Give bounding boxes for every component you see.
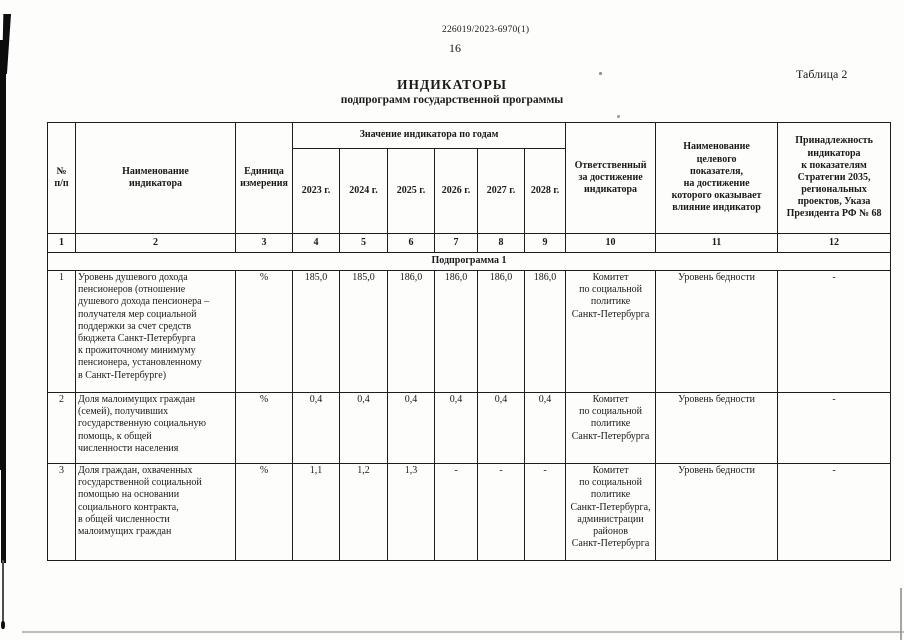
header-year-2023: 2023 г.: [292, 148, 340, 234]
row-number-cell: 2: [47, 392, 76, 464]
row-number-cell: 3: [47, 463, 76, 561]
header-year-2024: 2024 г.: [339, 148, 388, 234]
year-value-cell: 186,0: [477, 270, 525, 393]
year-value-cell: 186,0: [523, 270, 567, 393]
header-affiliation: Принадлежность индикатора к показателям …: [777, 122, 892, 234]
scan-page-bottom-edge: [22, 631, 904, 633]
document-subtitle: подпрограмм государственной программы: [340, 94, 564, 106]
header-year-2026: 2026 г.: [434, 148, 478, 234]
indicators-table: № п/п Наименование индикатора Единица из…: [46, 122, 892, 561]
unit-cell: %: [235, 463, 293, 561]
indicator-name-cell: Уровень душевого дохода пенсионеров (отн…: [75, 270, 236, 393]
affiliation-cell: -: [777, 270, 892, 393]
responsible-cell: Комитет по социальной политике Санкт-Пет…: [565, 463, 657, 561]
affiliation-cell: -: [777, 392, 892, 464]
year-value-cell: -: [477, 463, 525, 561]
column-number: 10: [565, 233, 657, 253]
unit-cell: %: [235, 270, 293, 393]
column-number: 2: [75, 233, 236, 253]
table-row: 3 Доля граждан, охваченных государственн…: [47, 463, 892, 561]
column-number: 8: [477, 233, 525, 253]
column-number: 4: [292, 233, 340, 253]
affiliation-cell: -: [777, 463, 892, 561]
header-unit: Единица измерения: [235, 122, 293, 234]
document-title: ИНДИКАТОРЫ: [397, 77, 507, 92]
column-number: 3: [235, 233, 293, 253]
row-number-cell: 1: [47, 270, 76, 393]
scan-page-right-edge: [900, 588, 902, 640]
year-value-cell: 0,4: [434, 392, 478, 464]
scan-speck: [617, 115, 620, 118]
header-num: № п/п: [47, 122, 76, 234]
document-number: 226019/2023-6970(1): [442, 25, 530, 35]
year-value-cell: 0,4: [292, 392, 340, 464]
scan-artifact-left-line: [2, 14, 11, 74]
indicator-name-cell: Доля граждан, охваченных государственной…: [75, 463, 236, 561]
column-number: 7: [434, 233, 478, 253]
target-indicator-cell: Уровень бедности: [655, 463, 779, 561]
year-value-cell: -: [434, 463, 478, 561]
scan-speck: [599, 72, 602, 75]
year-value-cell: 0,4: [387, 392, 435, 464]
column-number: 9: [523, 233, 567, 253]
indicator-name-cell: Доля малоимущих граждан (семей), получив…: [75, 392, 236, 464]
section-title: Подпрограмма 1: [46, 252, 892, 271]
header-year-2027: 2027 г.: [477, 148, 525, 234]
table-row: 2 Доля малоимущих граждан (семей), получ…: [47, 392, 892, 464]
year-value-cell: 0,4: [339, 392, 388, 464]
year-value-cell: 186,0: [434, 270, 478, 393]
header-indicator-name: Наименование индикатора: [75, 122, 236, 234]
header-responsible: Ответственный за достижение индикатора: [565, 122, 657, 234]
unit-cell: %: [235, 392, 293, 464]
header-years-group: Значение индикатора по годам: [291, 122, 567, 149]
column-number: 12: [777, 233, 892, 253]
year-value-cell: 0,4: [523, 392, 567, 464]
scan-artifact-left-line: [2, 560, 4, 624]
scan-artifact-left-line: [1, 468, 6, 563]
year-value-cell: 0,4: [477, 392, 525, 464]
year-value-cell: 1,3: [387, 463, 435, 561]
responsible-cell: Комитет по социальной политике Санкт-Пет…: [565, 392, 657, 464]
table-row: 1 Уровень душевого дохода пенсионеров (о…: [47, 270, 892, 393]
header-row-years: 2023 г. 2024 г. 2025 г. 2026 г. 2027 г. …: [48, 148, 891, 234]
responsible-cell: Комитет по социальной политике Санкт-Пет…: [565, 270, 657, 393]
column-number: 5: [339, 233, 388, 253]
year-value-cell: 185,0: [292, 270, 340, 393]
column-number: 11: [655, 233, 779, 253]
year-value-cell: 186,0: [387, 270, 435, 393]
header-year-2025: 2025 г.: [387, 148, 435, 234]
year-value-cell: 1,2: [339, 463, 388, 561]
year-value-cell: 1,1: [292, 463, 340, 561]
section-row: Подпрограмма 1: [46, 252, 892, 271]
target-indicator-cell: Уровень бедности: [655, 392, 779, 464]
table-label: Таблица 2: [796, 67, 848, 81]
scan-artifact-left-line: [0, 40, 6, 470]
year-value-cell: 185,0: [339, 270, 388, 393]
column-number: 1: [47, 233, 76, 253]
target-indicator-cell: Уровень бедности: [655, 270, 779, 393]
column-number: 6: [387, 233, 435, 253]
column-numbers-row: 1 2 3 4 5 6 7 8 9 10 11 12: [47, 233, 892, 253]
year-value-cell: -: [523, 463, 567, 561]
scan-artifact-dot: [1, 621, 5, 629]
header-year-2028: 2028 г.: [523, 148, 567, 234]
header-row-top: № п/п Наименование индикатора Единица из…: [47, 122, 892, 234]
header-target: Наименование целевого показателя, на дос…: [655, 122, 779, 234]
page-number: 16: [449, 41, 461, 55]
